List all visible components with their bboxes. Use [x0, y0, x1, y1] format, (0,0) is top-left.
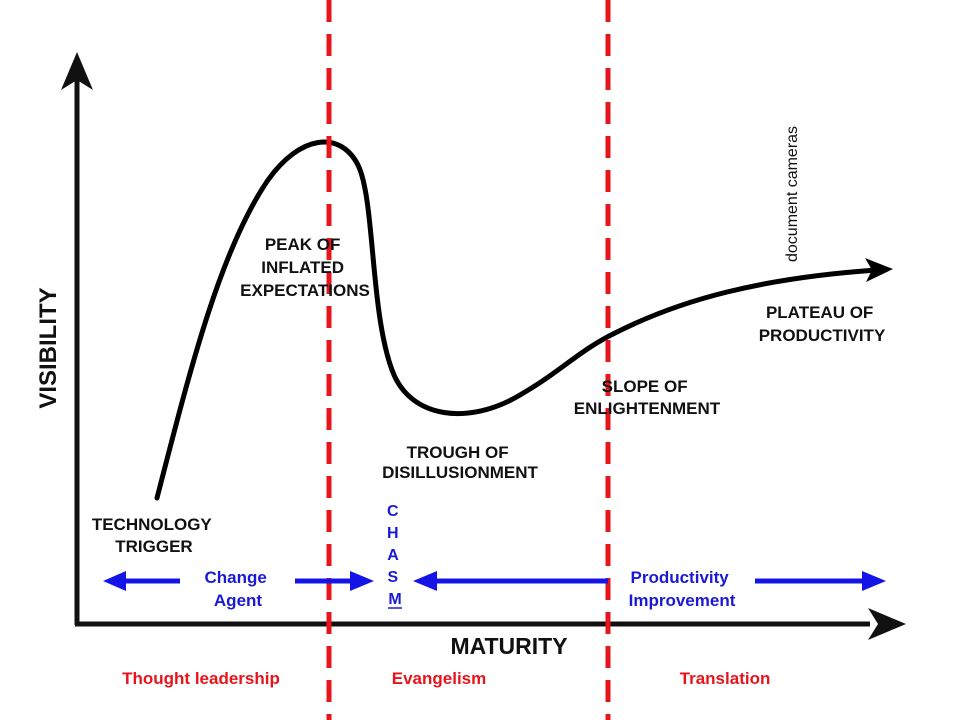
phase-thought-leadership: Thought leadership — [122, 669, 280, 688]
change-agent-left-arrowhead — [103, 571, 126, 591]
trigger-label: TECHNOLOGY TRIGGER — [92, 515, 216, 556]
x-axis-title: MATURITY — [450, 633, 567, 659]
plateau-label: PLATEAU OF PRODUCTIVITY — [759, 303, 886, 345]
productivity-right-arrowhead — [862, 571, 886, 591]
change-agent-label: Change Agent — [204, 568, 271, 610]
hype-curve-line — [154, 139, 880, 501]
phase-labels: Thought leadership Evangelism Translatio… — [122, 669, 770, 688]
peak-label: PEAK OF INFLATED EXPECTATIONS — [240, 235, 370, 300]
chasm-left-arrowhead — [413, 571, 437, 591]
productivity-improvement-label: Productivity Improvement — [629, 568, 736, 610]
x-axis-arrowhead — [868, 608, 906, 640]
stage-labels: PEAK OF INFLATED EXPECTATIONS TROUGH OF … — [92, 235, 886, 556]
phase-dividers — [326, 0, 611, 720]
slope-label: SLOPE OF ENLIGHTENMENT — [574, 377, 721, 418]
blue-arrows — [103, 571, 886, 591]
hype-curve-arrowhead — [865, 258, 893, 282]
y-axis-arrowhead — [61, 52, 93, 90]
phase-evangelism: Evangelism — [392, 669, 487, 688]
axes: VISIBILITY MATURITY — [35, 52, 906, 659]
trough-label: TROUGH OF DISILLUSIONMENT — [382, 443, 538, 482]
hype-curve — [154, 139, 893, 501]
y-axis-title: VISIBILITY — [35, 287, 62, 408]
phase-translation: Translation — [680, 669, 771, 688]
change-agent-right-arrowhead — [350, 571, 374, 591]
chasm-label: C H A S M — [387, 503, 403, 608]
document-cameras-annotation: document cameras — [784, 126, 801, 262]
blue-labels: Change Agent Productivity Improvement C … — [204, 503, 735, 610]
